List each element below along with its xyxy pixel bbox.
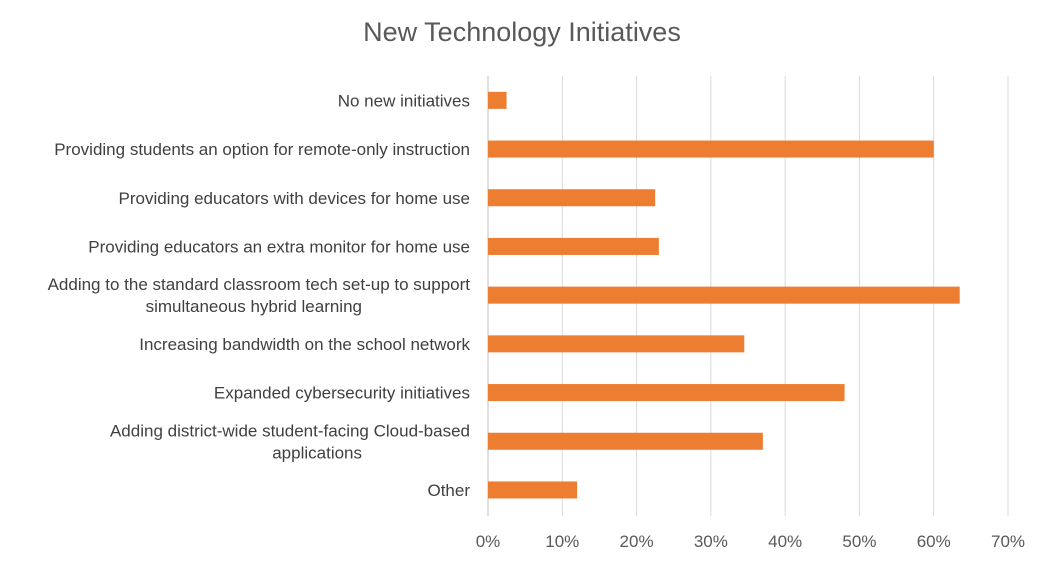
category-label: simultaneous hybrid learning [146, 297, 362, 316]
bar [488, 481, 578, 499]
x-tick-label: 10% [545, 532, 579, 551]
category-label: Providing educators an extra monitor for… [88, 237, 470, 256]
bar [488, 237, 659, 255]
category-label: Providing students an option for remote-… [54, 140, 470, 159]
category-label: Other [427, 481, 470, 500]
bar [488, 384, 845, 402]
bar [488, 286, 960, 304]
bar [488, 189, 656, 207]
x-tick-label: 0% [476, 532, 501, 551]
bar [488, 335, 745, 353]
category-labels: No new initiatives Providing students an … [48, 91, 471, 500]
bar [488, 432, 763, 450]
chart-title: New Technology Initiatives [363, 17, 681, 47]
category-label: No new initiatives [338, 91, 470, 110]
category-label: Adding district-wide student-facing Clou… [110, 421, 470, 440]
bars [488, 91, 960, 499]
category-label: Adding to the standard classroom tech se… [48, 275, 471, 294]
category-label: Providing educators with devices for hom… [118, 189, 470, 208]
x-tick-label: 20% [620, 532, 654, 551]
category-label: Increasing bandwidth on the school netwo… [139, 335, 470, 354]
category-label: applications [272, 443, 362, 462]
bar [488, 140, 934, 158]
category-label: Expanded cybersecurity initiatives [214, 384, 470, 403]
x-tick-label: 70% [991, 532, 1025, 551]
x-tick-label: 40% [768, 532, 802, 551]
x-tick-label: 60% [917, 532, 951, 551]
x-tick-label: 50% [842, 532, 876, 551]
x-tick-label: 30% [694, 532, 728, 551]
bar [488, 91, 507, 109]
x-axis-tick-labels: 0% 10% 20% 30% 40% 50% 60% 70% [476, 532, 1025, 551]
